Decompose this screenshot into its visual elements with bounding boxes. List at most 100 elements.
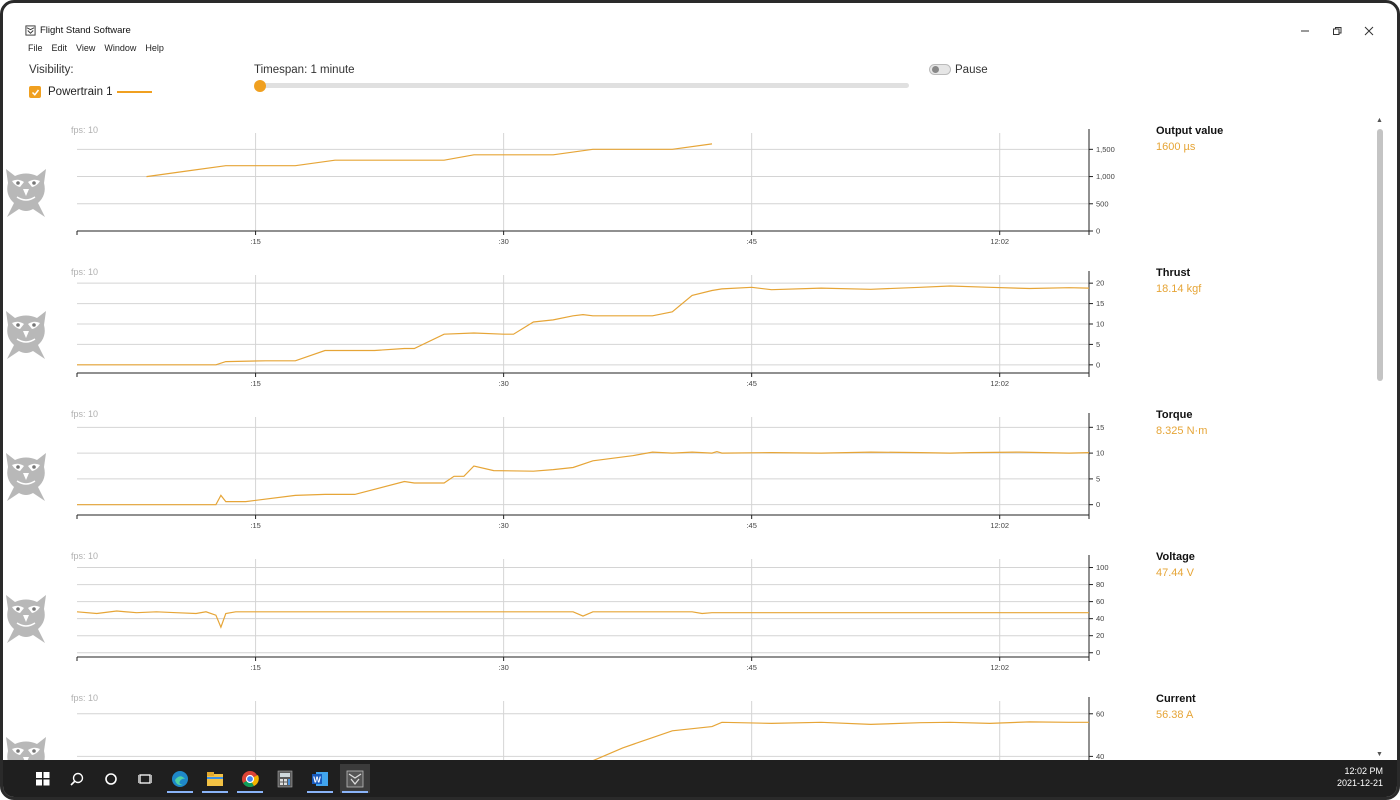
- timespan-slider-thumb[interactable]: [254, 80, 266, 92]
- edge-browser-icon: [172, 770, 188, 787]
- windows-taskbar: W 12:02 PM 2021-12-21: [3, 760, 1397, 797]
- scroll-down-arrow-icon[interactable]: ▼: [1376, 751, 1383, 758]
- x-tick-label: 12:02: [990, 521, 1009, 530]
- timespan-label: Timespan: 1 minute: [254, 64, 355, 76]
- y-tick-label: 20: [1096, 631, 1104, 640]
- taskbar-chrome[interactable]: [235, 764, 265, 793]
- menu-help[interactable]: Help: [145, 43, 164, 53]
- minimize-button[interactable]: [1290, 21, 1320, 41]
- restore-button[interactable]: [1322, 21, 1352, 41]
- chart-output-value: fps: 10 0 500 1,000 1,500:15:30:45 12:02: [3, 121, 1153, 261]
- y-tick-label: 60: [1096, 709, 1104, 718]
- chart-voltage: fps: 10 0 20 40 60 80 100 :15 :30 :45 12:02: [3, 547, 1153, 687]
- y-tick-label: 10: [1096, 320, 1104, 329]
- menu-edit[interactable]: Edit: [51, 43, 68, 53]
- x-tick-label: :15: [250, 663, 260, 672]
- y-tick-label: 1,000: [1096, 172, 1115, 181]
- taskbar-file-explorer[interactable]: [200, 764, 230, 793]
- scrollbar-thumb[interactable]: [1377, 129, 1383, 381]
- folder-icon: [207, 771, 223, 786]
- x-tick-label: :15: [250, 379, 260, 388]
- close-icon: [1364, 26, 1374, 36]
- x-tick-label: :45: [746, 379, 756, 388]
- series-color-swatch: [116, 91, 152, 93]
- chrome-browser-icon: [242, 770, 259, 787]
- task-view-icon: [138, 773, 152, 784]
- y-tick-label: 40: [1096, 614, 1104, 623]
- y-tick-label: 0: [1096, 360, 1100, 369]
- powertrain-checkbox[interactable]: [29, 86, 41, 98]
- window-title: Flight Stand Software: [40, 25, 131, 36]
- fps-label: fps: 10: [71, 693, 99, 703]
- vertical-scrollbar[interactable]: ▲ ▼: [1375, 117, 1385, 763]
- restore-icon: [1333, 27, 1342, 35]
- scroll-up-arrow-icon[interactable]: ▲: [1376, 117, 1383, 124]
- fps-label: fps: 10: [71, 551, 99, 561]
- taskbar-calculator[interactable]: [270, 764, 300, 793]
- readout-label: Output value: [1156, 125, 1224, 137]
- series-line-powertrain-1: [593, 721, 1089, 760]
- running-indicator: [202, 791, 228, 793]
- flight-stand-owl-icon: [346, 770, 364, 787]
- close-button[interactable]: [1354, 21, 1384, 41]
- owl-watermark-icon: [6, 311, 46, 359]
- x-tick-label: :45: [746, 663, 756, 672]
- readout-value: 8.325 N·m: [1156, 425, 1208, 437]
- y-tick-label: 500: [1096, 199, 1109, 208]
- readout-output-value: Output value 1600 µs: [1156, 125, 1223, 153]
- x-tick-label: :30: [498, 663, 508, 672]
- series-line-powertrain-1: [76, 610, 1089, 629]
- y-tick-label: 40: [1096, 752, 1104, 761]
- clock-time: 12:02 PM: [1344, 766, 1383, 776]
- readout-label: Thrust: [1156, 267, 1191, 279]
- x-tick-label: :30: [498, 237, 508, 246]
- y-tick-label: 80: [1096, 580, 1104, 589]
- task-view-button[interactable]: [130, 764, 160, 793]
- powertrain-visibility-toggle[interactable]: Powertrain 1: [29, 85, 152, 99]
- y-tick-label: 5: [1096, 474, 1100, 483]
- owl-watermark-icon: [6, 595, 46, 643]
- pause-toggle[interactable]: [929, 64, 951, 75]
- readout-thrust: Thrust 18.14 kgf: [1156, 267, 1201, 295]
- running-indicator: [342, 791, 368, 793]
- readout-label: Voltage: [1156, 551, 1195, 563]
- pause-toggle-knob: [932, 66, 939, 73]
- taskbar-word[interactable]: W: [305, 764, 335, 793]
- running-indicator: [237, 791, 263, 793]
- y-tick-label: 60: [1096, 597, 1104, 606]
- menu-file[interactable]: File: [28, 43, 43, 53]
- readout-value: 1600 µs: [1156, 141, 1196, 153]
- y-tick-label: 0: [1096, 227, 1100, 236]
- fps-label: fps: 10: [71, 125, 99, 135]
- visibility-label: Visibility:: [29, 64, 74, 76]
- x-tick-label: :30: [498, 521, 508, 530]
- taskbar-edge[interactable]: [165, 764, 195, 793]
- y-tick-label: 5: [1096, 340, 1100, 349]
- y-tick-label: 100: [1096, 563, 1109, 572]
- timespan-slider-track[interactable]: [259, 83, 909, 88]
- readout-label: Current: [1156, 693, 1196, 705]
- series-line-powertrain-1: [146, 143, 713, 178]
- menu-view[interactable]: View: [76, 43, 96, 53]
- x-tick-label: 12:02: [990, 237, 1009, 246]
- system-clock[interactable]: 12:02 PM 2021-12-21: [1337, 765, 1383, 789]
- calculator-icon: [277, 770, 293, 787]
- x-tick-label: 12:02: [990, 663, 1009, 672]
- windows-logo-icon: [36, 771, 50, 785]
- taskbar-flight-stand[interactable]: [340, 764, 370, 793]
- y-tick-label: 0: [1096, 648, 1100, 657]
- chart-torque: fps: 10 0 5 10 15:15:30:45 12:02: [3, 405, 1153, 545]
- running-indicator: [167, 791, 193, 793]
- pause-label: Pause: [955, 64, 988, 76]
- readout-voltage: Voltage 47.44 V: [1156, 551, 1195, 579]
- search-button[interactable]: [62, 764, 92, 793]
- chart-thrust: fps: 10 0 5 10 15 20:15:30:45 12:02: [3, 263, 1153, 403]
- menu-window[interactable]: Window: [104, 43, 137, 53]
- readout-label: Torque: [1156, 409, 1193, 421]
- start-button[interactable]: [28, 764, 58, 793]
- owl-watermark-icon: [6, 169, 46, 217]
- powertrain-label: Powertrain 1: [48, 86, 113, 98]
- cortana-button[interactable]: [96, 764, 126, 793]
- x-tick-label: :45: [746, 237, 756, 246]
